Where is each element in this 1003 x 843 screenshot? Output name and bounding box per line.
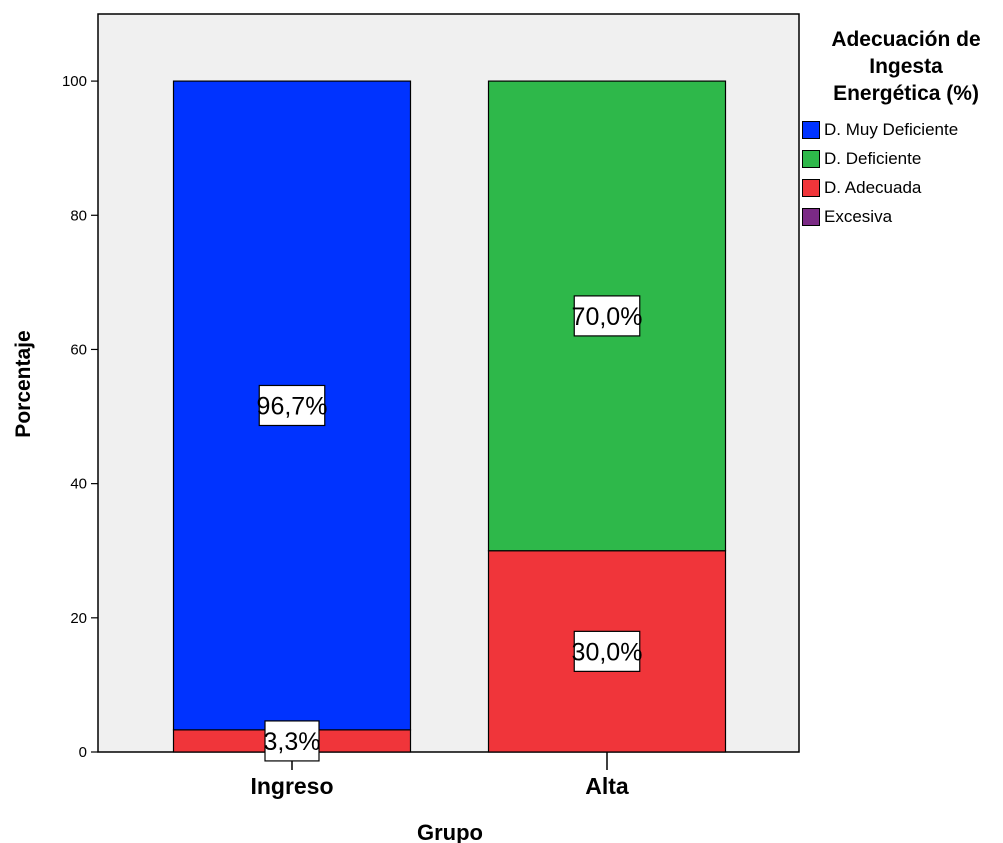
y-axis-title: Porcentaje [12, 330, 35, 437]
y-tick-label: 40 [70, 476, 87, 493]
data-label: 3,3% [264, 720, 321, 762]
data-label: 96,7% [257, 384, 328, 427]
legend-item: D. Deficiente [802, 144, 1002, 173]
legend-swatch [802, 207, 820, 226]
legend-item: D. Muy Deficiente [802, 115, 1002, 144]
x-tick-label: Ingreso [250, 773, 333, 799]
y-tick-label: 60 [70, 341, 87, 358]
legend-item: D. Adecuada [802, 173, 1002, 202]
data-label-box [573, 295, 641, 337]
legend-title: Adecuación de Ingesta Energética (%) [810, 26, 1002, 107]
legend-label: D. Muy Deficiente [824, 119, 959, 139]
data-label: 30,0% [572, 630, 643, 672]
legend-label: D. Adecuada [824, 177, 922, 197]
legend-swatch [802, 120, 820, 139]
x-tick-label: Alta [585, 773, 629, 799]
x-axis-title: Grupo [417, 820, 483, 843]
data-label-box [573, 630, 641, 672]
legend-title-line: Ingesta [869, 55, 943, 78]
data-label-text: 70,0% [572, 303, 643, 331]
legend-title-line: Energética (%) [833, 82, 979, 105]
y-tick-label: 80 [70, 207, 87, 224]
axes: 0 20 40 60 80 100 Ingreso Alta [62, 73, 629, 799]
data-label-box [264, 720, 320, 762]
legend-swatch [802, 178, 820, 197]
data-label-text: 96,7% [257, 392, 328, 420]
legend-item: Excesiva [802, 202, 1002, 231]
legend-label: D. Deficiente [824, 148, 922, 168]
data-label: 70,0% [572, 295, 643, 337]
y-tick-label: 20 [70, 610, 87, 627]
legend-label: Excesiva [824, 206, 893, 226]
legend: Adecuación de Ingesta Energética (%) D. … [802, 26, 1002, 231]
legend-swatch [802, 149, 820, 168]
y-tick-label: 100 [62, 73, 87, 90]
data-labels: 3,3% 30,0% 70,0% 96,7% [257, 295, 643, 762]
y-tick-label: 0 [79, 744, 87, 761]
legend-title-line: Adecuación de [831, 28, 981, 51]
data-label-box [258, 384, 326, 427]
data-label-text: 30,0% [572, 638, 643, 666]
data-label-text: 3,3% [264, 728, 321, 756]
legend-items: D. Muy Deficiente D. Deficiente D. Adecu… [802, 115, 1002, 231]
